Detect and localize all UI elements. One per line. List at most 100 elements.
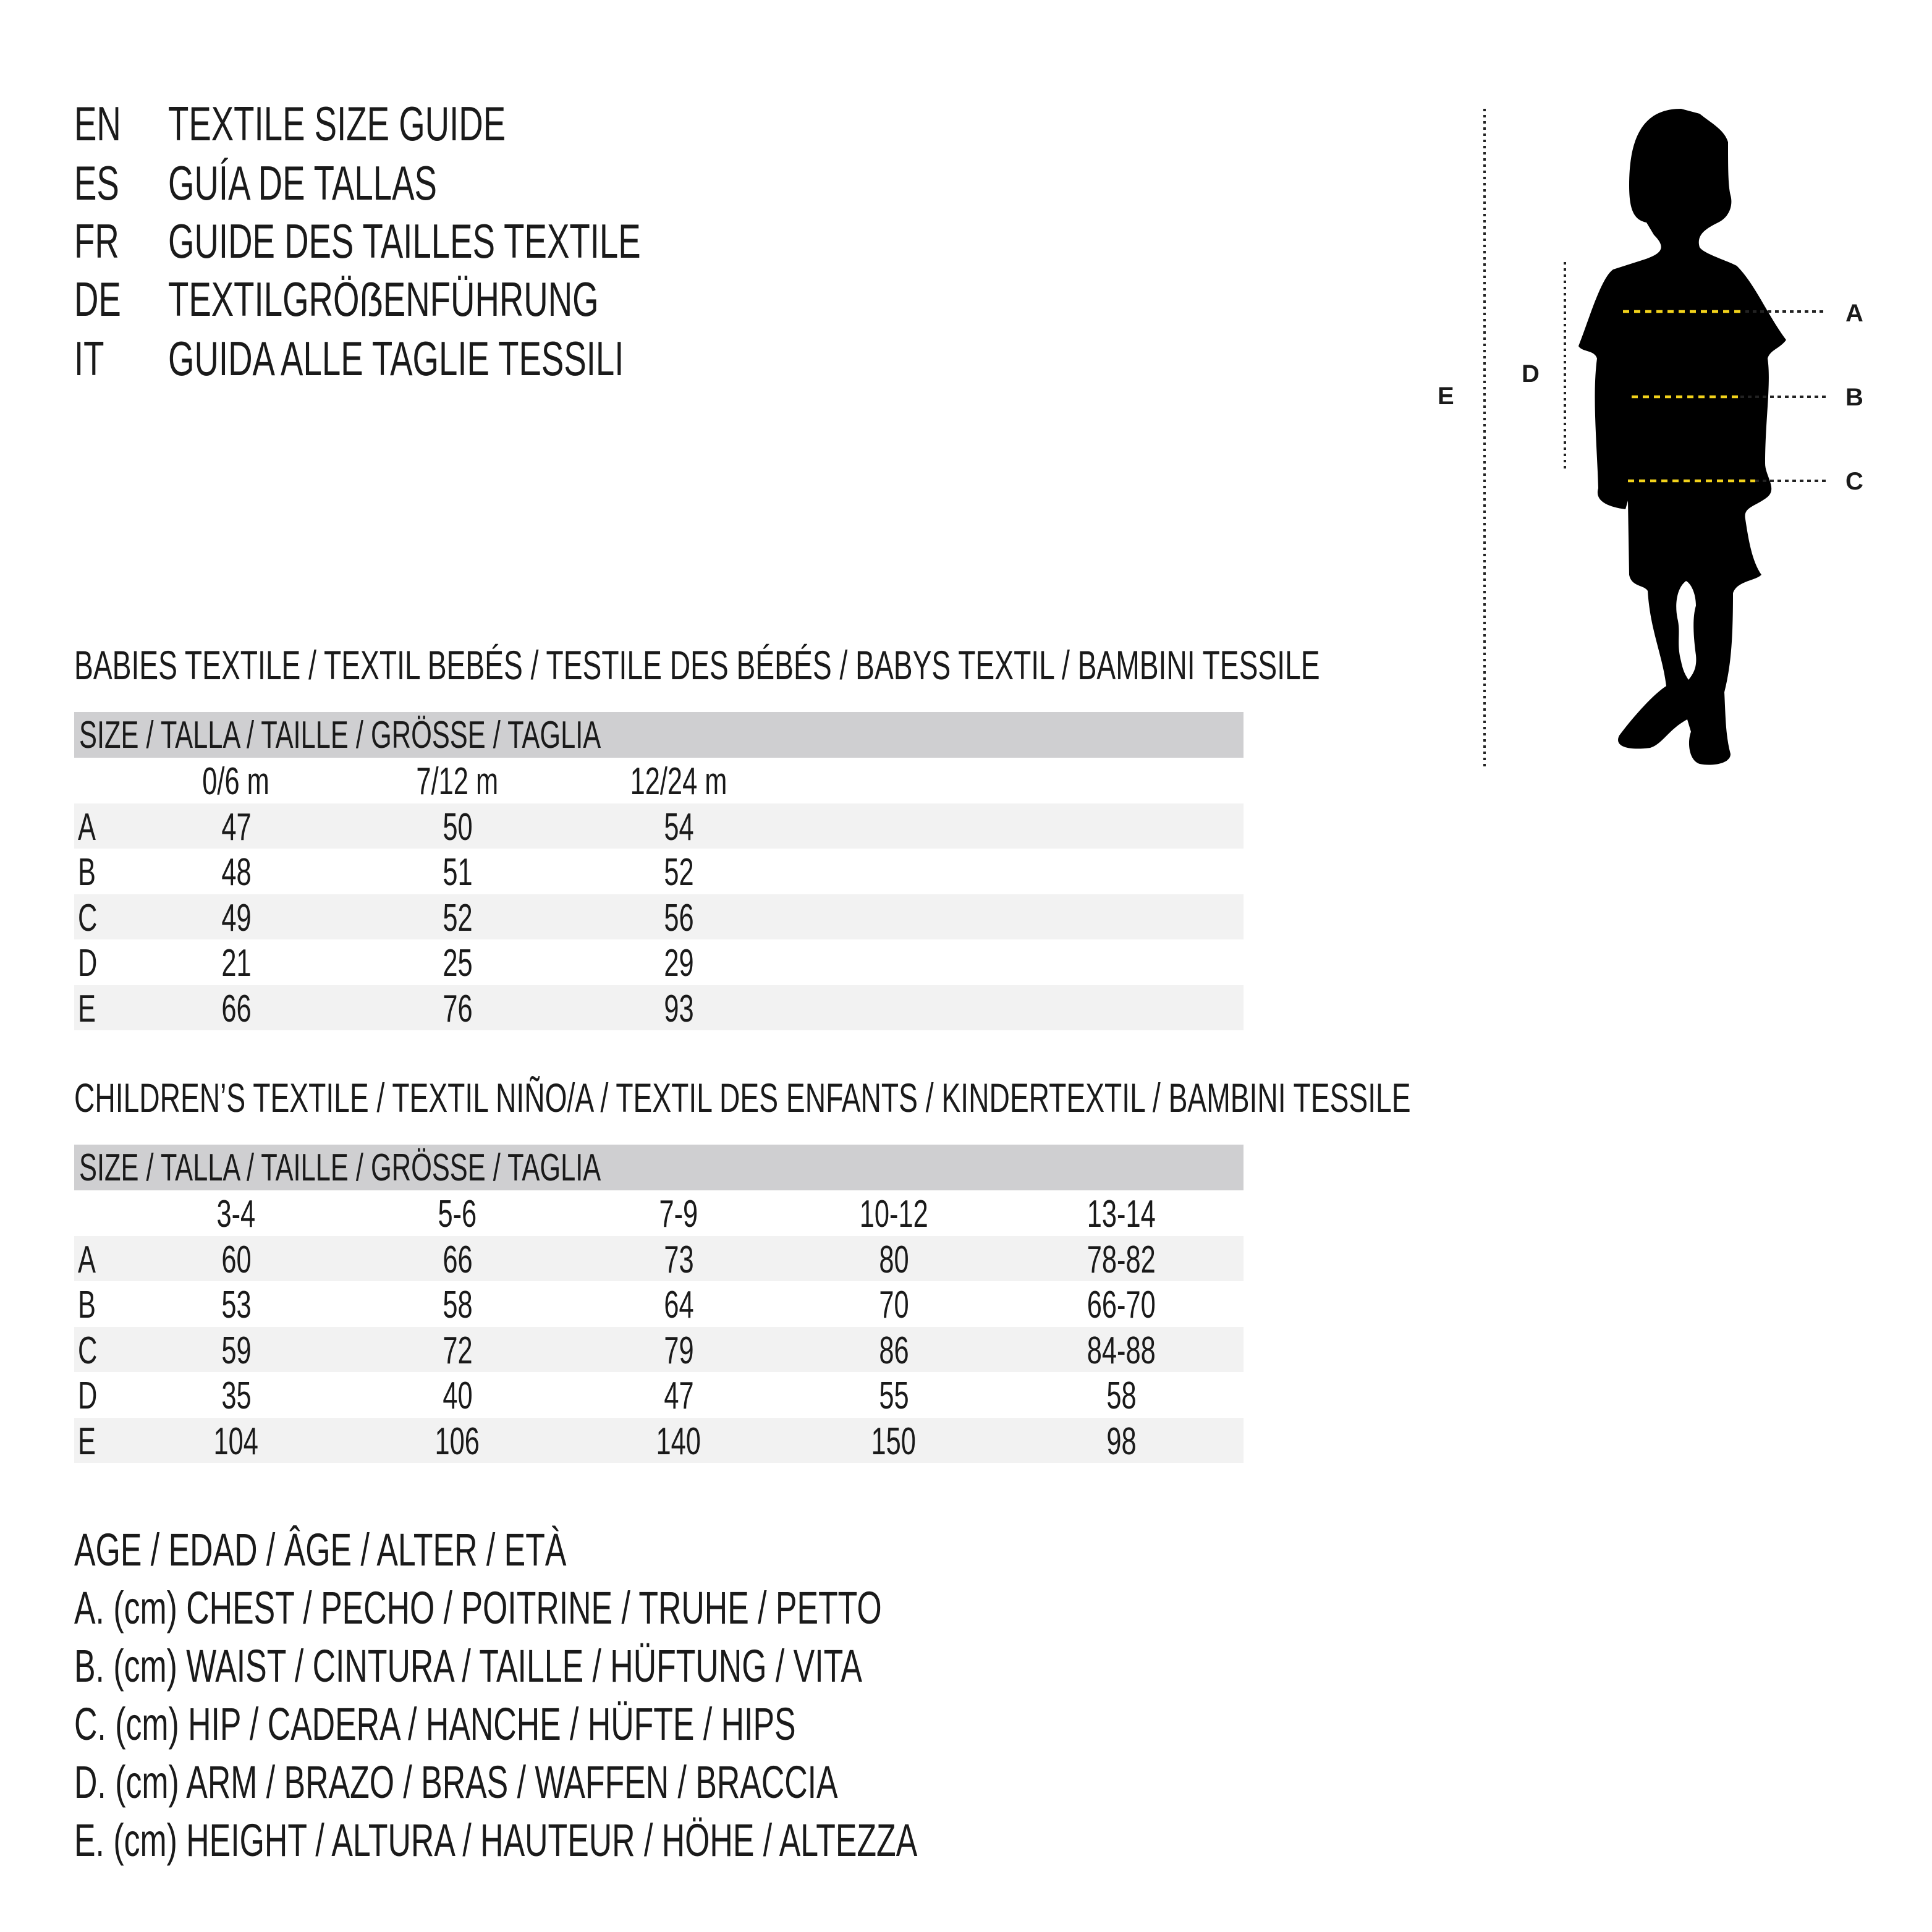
label-e: E xyxy=(1438,383,1454,410)
table-cell: 25 xyxy=(365,939,550,988)
cell-value: 48 xyxy=(221,851,252,894)
table-cell: 66 xyxy=(143,985,329,1033)
cell-value: 66 xyxy=(442,1238,473,1281)
table-cell: 58 xyxy=(365,1281,550,1329)
table-cell: 104 xyxy=(143,1418,329,1466)
table-cell: 80 xyxy=(801,1236,986,1284)
cell-value: 40 xyxy=(442,1375,473,1417)
table-cell: 47 xyxy=(143,803,329,852)
title-line-de: DE xyxy=(74,270,141,328)
table-cell: 73 xyxy=(586,1236,771,1284)
cell-value: 58 xyxy=(1106,1375,1137,1417)
cell-value: 35 xyxy=(221,1375,252,1417)
column-header: 3-4 xyxy=(143,1190,329,1239)
label-c: C xyxy=(1845,468,1863,495)
row-label-text: D xyxy=(78,942,98,985)
cell-value: 86 xyxy=(878,1329,909,1372)
table-row: A 47 50 54 xyxy=(74,803,1244,849)
size-header-text: SIZE / TALLA / TAILLE / GRÖSSE / TAGLIA xyxy=(79,1146,601,1189)
title-text-it: GUIDA ALLE TAGLIE TESSILI xyxy=(168,329,820,388)
column-header-text: 7-9 xyxy=(659,1193,698,1235)
table-cell: 52 xyxy=(586,849,771,897)
legend-chest: A. (cm) CHEST / PECHO / POITRINE / TRUHE… xyxy=(74,1579,1228,1637)
row-label: B xyxy=(78,849,103,897)
table-cell: 55 xyxy=(801,1372,986,1420)
column-header-row: 0/6 m 7/12 m 12/24 m xyxy=(74,758,1244,803)
cell-value: 64 xyxy=(663,1284,694,1326)
cell-value: 79 xyxy=(663,1329,694,1372)
babies-section-title: BABIES TEXTILE / TEXTIL BEBÉS / TESTILE … xyxy=(74,640,1854,690)
row-label-text: E xyxy=(78,987,96,1030)
table-cell: 40 xyxy=(365,1372,550,1420)
table-cell: 54 xyxy=(586,803,771,852)
table-cell: 86 xyxy=(801,1327,986,1375)
legend-arm: D. (cm) ARM / BRAZO / BRAS / WAFFEN / BR… xyxy=(74,1753,1165,1811)
lang-code: ES xyxy=(74,156,119,210)
table-cell: 21 xyxy=(143,939,329,988)
column-header: 13-14 xyxy=(1028,1190,1214,1239)
table-cell: 93 xyxy=(586,985,771,1033)
row-label-text: B xyxy=(78,1284,96,1326)
legend-text: E. (cm) HEIGHT / ALTURA / HAUTEUR / HÖHE… xyxy=(74,1815,918,1866)
legend-text: D. (cm) ARM / BRAZO / BRAS / WAFFEN / BR… xyxy=(74,1756,838,1808)
row-label-text: C xyxy=(78,1329,98,1372)
table-row: C 49 52 56 xyxy=(74,894,1244,943)
row-label-text: A xyxy=(78,1238,96,1281)
title-text-es: GUÍA DE TALLAS xyxy=(168,154,552,212)
section-title-text: BABIES TEXTILE / TEXTIL BEBÉS / TESTILE … xyxy=(74,642,1320,688)
table-cell: 79 xyxy=(586,1327,771,1375)
column-header-row: 3-4 5-6 7-9 10-12 13-14 xyxy=(74,1190,1244,1236)
cell-value: 70 xyxy=(878,1284,909,1326)
table-cell: 150 xyxy=(801,1418,986,1466)
cell-value: 49 xyxy=(221,896,252,939)
title-text-de: TEXTILGRÖẞENFÜHRUNG xyxy=(168,270,783,328)
row-label: E xyxy=(78,985,103,1033)
legend-text: C. (cm) HIP / CADERA / HANCHE / HÜFTE / … xyxy=(74,1698,796,1750)
table-cell: 58 xyxy=(1028,1372,1214,1420)
size-header-text: SIZE / TALLA / TAILLE / GRÖSSE / TAGLIA xyxy=(79,714,601,756)
column-header: 7-9 xyxy=(586,1190,771,1239)
lang-code: FR xyxy=(74,214,119,268)
table-cell: 49 xyxy=(143,894,329,943)
cell-value: 56 xyxy=(663,896,694,939)
table-cell: 98 xyxy=(1028,1418,1214,1466)
table-row: B 48 51 52 xyxy=(74,849,1244,894)
cell-value: 60 xyxy=(221,1238,252,1281)
table-cell: 66 xyxy=(365,1236,550,1284)
measurement-figure: A B C D E xyxy=(1438,109,1863,766)
table-row: D 21 25 29 xyxy=(74,939,1244,985)
title-text: TEXTILE SIZE GUIDE xyxy=(168,96,506,151)
row-label: D xyxy=(78,939,106,988)
row-label: C xyxy=(78,1327,106,1375)
row-label: D xyxy=(78,1372,106,1420)
title-text: TEXTILGRÖẞENFÜHRUNG xyxy=(168,272,599,326)
row-label: A xyxy=(78,1236,103,1284)
table-cell: 52 xyxy=(365,894,550,943)
cell-value: 78-82 xyxy=(1087,1238,1156,1281)
table-cell: 78-82 xyxy=(1028,1236,1214,1284)
lang-code: IT xyxy=(74,331,104,386)
row-label-text: A xyxy=(78,805,96,849)
lang-code: EN xyxy=(74,96,121,151)
cell-value: 25 xyxy=(442,942,473,985)
cell-value: 76 xyxy=(442,987,473,1030)
section-title-text: CHILDREN’S TEXTILE / TEXTIL NIÑO/A / TEX… xyxy=(74,1075,1411,1121)
row-label-text: B xyxy=(78,851,96,894)
cell-value: 55 xyxy=(878,1375,909,1417)
table-row: C 59 72 79 86 84-88 xyxy=(74,1326,1244,1375)
table-cell: 60 xyxy=(143,1236,329,1284)
title-text: GUIDE DES TAILLES TEXTILE xyxy=(168,214,641,268)
title-text-en: TEXTILE SIZE GUIDE xyxy=(168,95,650,153)
cell-value: 47 xyxy=(221,805,252,849)
lang-code: DE xyxy=(74,272,121,326)
cell-value: 66-70 xyxy=(1087,1284,1156,1326)
table-cell: 76 xyxy=(365,985,550,1033)
table-cell: 64 xyxy=(586,1281,771,1329)
title-line-en: EN xyxy=(74,95,141,153)
children-size-table: SIZE / TALLA / TAILLE / GRÖSSE / TAGLIA 3… xyxy=(74,1145,1244,1463)
table-cell: 66-70 xyxy=(1028,1281,1214,1329)
cell-value: 54 xyxy=(663,805,694,849)
table-row: B 53 58 64 70 66-70 xyxy=(74,1281,1244,1327)
legend-height: E. (cm) HEIGHT / ALTURA / HAUTEUR / HÖHE… xyxy=(74,1811,1279,1870)
cell-value: 140 xyxy=(656,1420,701,1463)
